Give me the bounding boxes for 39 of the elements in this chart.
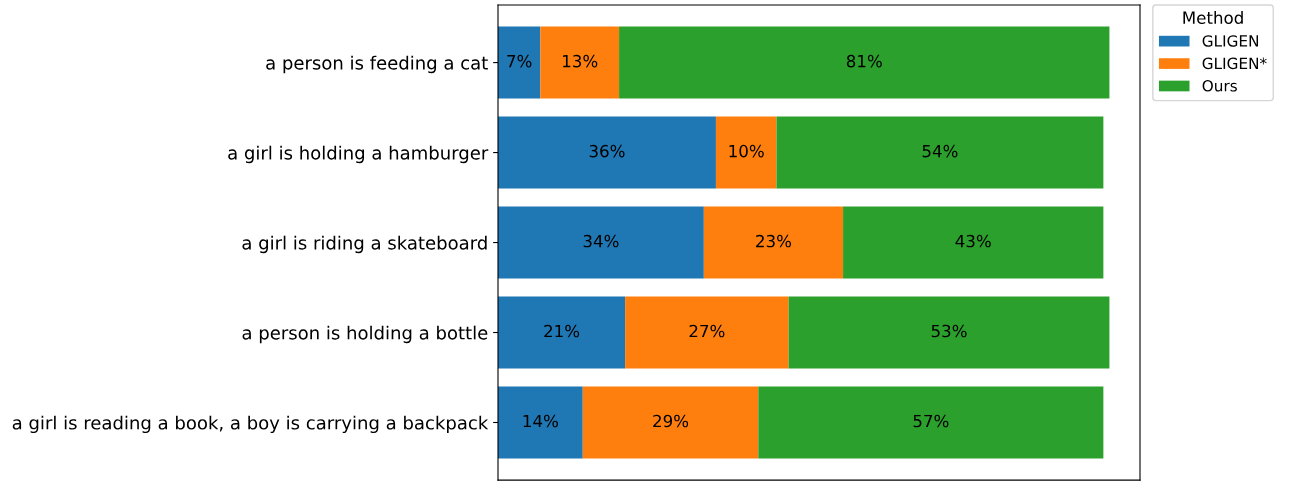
data-label: 7% bbox=[507, 54, 532, 68]
data-label: 10% bbox=[729, 144, 764, 158]
bar bbox=[788, 296, 1110, 369]
bar bbox=[758, 386, 1104, 459]
bar bbox=[498, 206, 704, 279]
y-tick-label: a girl is reading a book, a boy is carrying a backpack bbox=[12, 415, 489, 434]
data-label: 54% bbox=[922, 144, 958, 158]
bar bbox=[498, 296, 626, 369]
bar bbox=[715, 116, 777, 189]
legend-label: GLIGEN* bbox=[1202, 57, 1267, 70]
data-label: 23% bbox=[756, 234, 792, 248]
data-label: 53% bbox=[931, 324, 967, 338]
bar bbox=[540, 26, 620, 99]
bar bbox=[498, 116, 716, 189]
data-label: 21% bbox=[544, 324, 580, 338]
data-label: 14% bbox=[523, 414, 558, 428]
bar bbox=[703, 206, 844, 279]
data-label: 29% bbox=[653, 414, 689, 428]
y-tick-label: a girl is holding a hamburger bbox=[228, 145, 489, 164]
legend-label: GLIGEN bbox=[1202, 35, 1259, 47]
data-label: 43% bbox=[955, 234, 991, 248]
bar bbox=[498, 26, 541, 99]
y-tick-label: a person is holding a bottle bbox=[242, 325, 488, 344]
legend-label: Ours bbox=[1202, 80, 1237, 92]
data-label: 13% bbox=[563, 54, 598, 68]
y-tick-label: a person is feeding a cat bbox=[266, 55, 488, 74]
data-label: 57% bbox=[913, 414, 949, 428]
data-label: 27% bbox=[689, 324, 725, 338]
data-label: 81% bbox=[846, 54, 882, 68]
bar bbox=[843, 206, 1104, 279]
data-label: 36% bbox=[589, 144, 625, 158]
legend-title: Method bbox=[1183, 11, 1243, 25]
bar bbox=[619, 26, 1110, 99]
y-tick-label: a girl is riding a skateboard bbox=[242, 235, 487, 254]
data-label: 34% bbox=[583, 234, 619, 248]
bar bbox=[498, 386, 583, 459]
bar bbox=[776, 116, 1104, 189]
bar bbox=[582, 386, 759, 459]
bar bbox=[625, 296, 789, 369]
